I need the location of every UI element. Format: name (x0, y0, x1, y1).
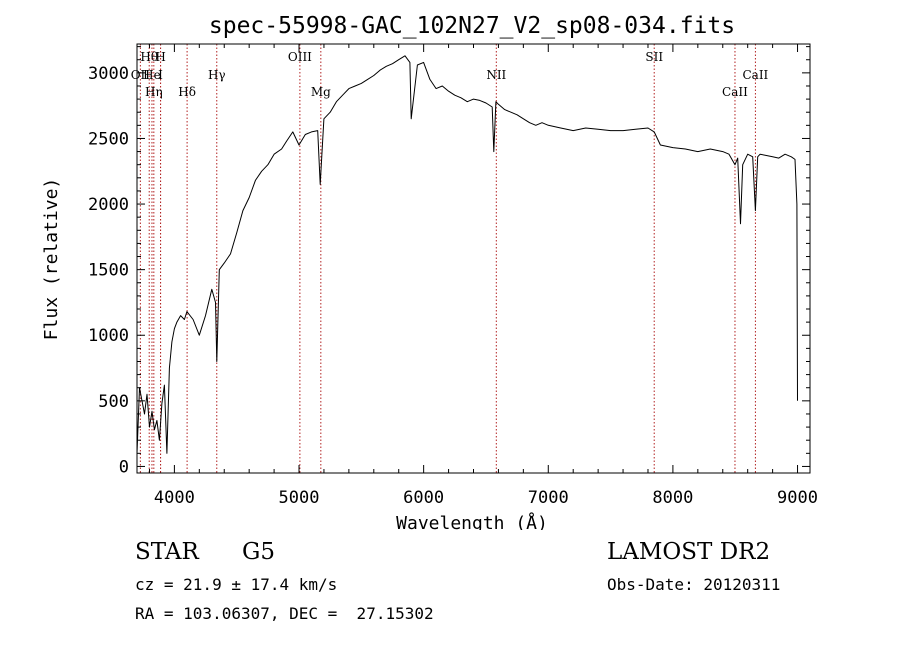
y-tick-label: 500 (98, 392, 129, 412)
line-label: Hγ (208, 68, 226, 82)
line-label: Hη (145, 85, 163, 99)
survey-name: LAMOST DR2 (607, 539, 771, 565)
x-axis: 4000 5000 6000 7000 8000 9000 (148, 44, 818, 508)
coordinates: RA = 103.06307, DEC = 27.15302 (135, 604, 434, 623)
object-type: STAR (135, 539, 199, 565)
line-label: Hθ (140, 50, 158, 64)
y-tick-label: 2500 (88, 129, 129, 149)
observation-date: Obs-Date: 20120311 (607, 575, 781, 594)
line-label: NII (486, 68, 506, 82)
y-tick-label: 1500 (88, 261, 129, 281)
y-tick-label: 0 (119, 457, 129, 477)
line-label: OII (131, 68, 151, 82)
x-tick-label: 9000 (777, 488, 818, 508)
line-label: H (155, 50, 165, 64)
y-axis-label: Flux (relative) (41, 178, 62, 341)
x-tick-label: 5000 (279, 488, 320, 508)
spectral-subclass: G5 (242, 539, 276, 565)
y-tick-label: 2000 (88, 195, 129, 215)
x-tick-label: 4000 (154, 488, 195, 508)
y-axis: 0 500 1000 1500 2000 2500 3000 (88, 46, 810, 477)
x-axis-label: Wavelength (Å) (396, 512, 548, 530)
y-tick-label: 1000 (88, 326, 129, 346)
line-label: OIII (288, 50, 312, 64)
x-tick-label: 7000 (528, 488, 569, 508)
line-label: I (158, 68, 163, 82)
line-label: SII (645, 50, 663, 64)
line-label: CaII (742, 68, 768, 82)
line-label: Mg (311, 85, 331, 99)
emission-line-markers (139, 44, 756, 473)
x-tick-label: 6000 (403, 488, 444, 508)
redshift-velocity: cz = 21.9 ± 17.4 km/s (135, 575, 338, 594)
line-label: Hδ (178, 85, 196, 99)
spectrum-line (136, 55, 798, 454)
plot-frame (136, 43, 811, 474)
spectrum-layer (136, 55, 798, 454)
y-tick-label: 3000 (88, 64, 129, 84)
line-label: CaII (722, 85, 748, 99)
x-tick-label: 8000 (652, 488, 693, 508)
chart-title: spec-55998-GAC_102N27_V2_sp08-034.fits (209, 13, 735, 39)
spectrum-chart: spec-55998-GAC_102N27_V2_sp08-034.fits 4… (41, 13, 818, 530)
line-label: He (143, 68, 161, 82)
